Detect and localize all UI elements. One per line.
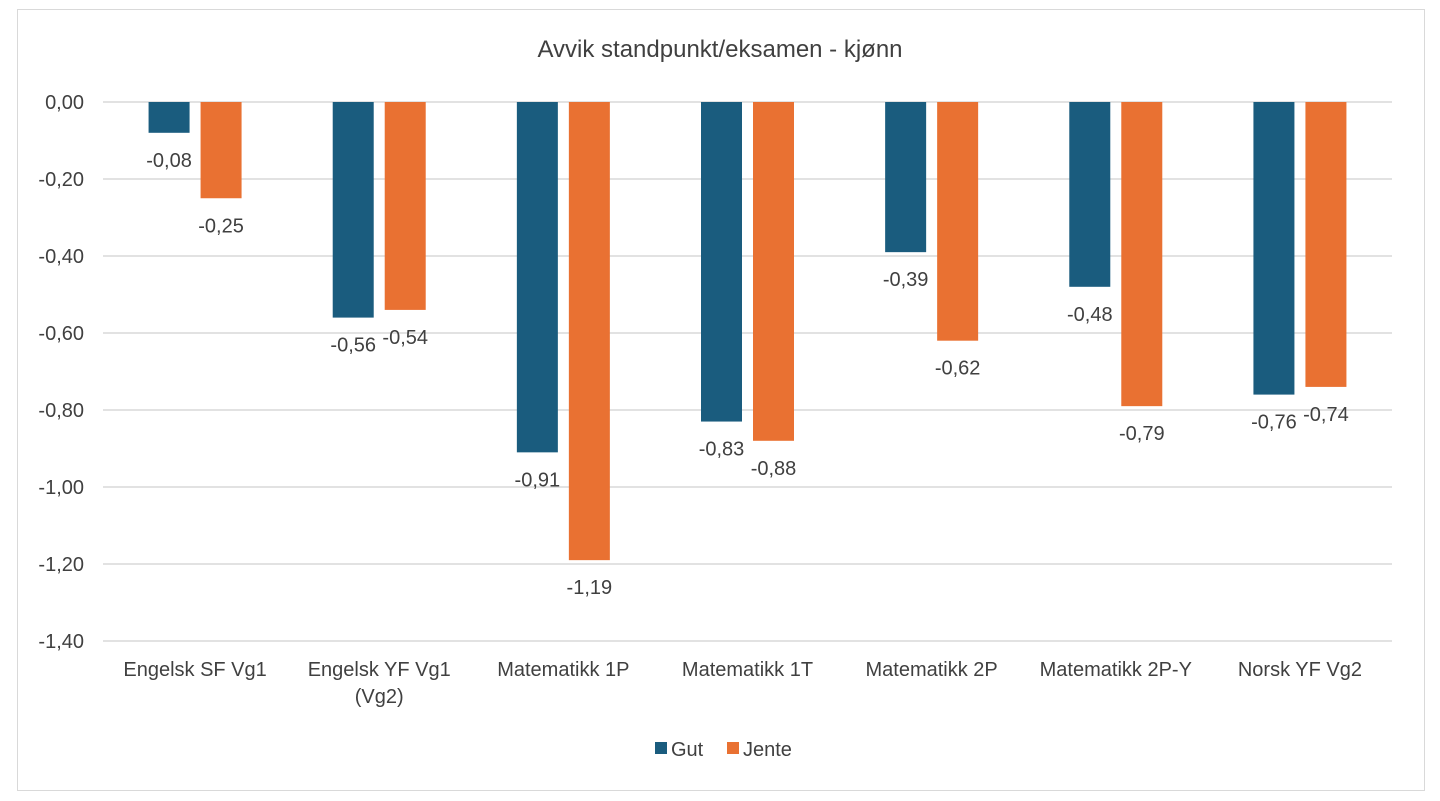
x-tick-label: Engelsk YF Vg1 (308, 659, 451, 681)
bar-jente (1121, 102, 1163, 407)
y-axis: 0,00 -0,20 -0,40 -0,60 -0,80 -1,00 -1,20 -1,40 (38, 92, 84, 653)
bar-gut (332, 102, 374, 318)
y-tick-label: -0,60 (38, 323, 84, 345)
y-tick-label: -0,80 (38, 400, 84, 422)
gridlines (103, 101, 1392, 642)
legend-swatch-gut (655, 742, 667, 754)
x-tick-label: Matematikk 2P-Y (1040, 659, 1192, 681)
legend-label: Gut (671, 739, 704, 761)
data-label: -0,25 (198, 215, 244, 237)
bar-jente (753, 102, 794, 441)
y-tick-label: 0,00 (45, 92, 84, 114)
x-tick-label: Matematikk 1T (682, 659, 813, 681)
bar-jente (568, 102, 610, 561)
y-tick-label: -1,00 (38, 477, 84, 499)
data-label: -0,56 (330, 335, 376, 357)
data-label: -0,83 (699, 439, 745, 461)
bar-jente (200, 102, 242, 199)
data-label: -0,79 (1119, 423, 1165, 445)
bar-gut (701, 102, 742, 422)
data-label: -0,08 (146, 150, 192, 172)
data-labels: -0,08 -0,25 -0,56 -0,54 -0,91 -1,19 -0,83 -0,88… (146, 150, 1348, 599)
bar-gut (1253, 102, 1295, 395)
data-label: -0,74 (1303, 404, 1349, 426)
bars (148, 102, 1347, 561)
data-label: -0,88 (751, 458, 797, 480)
y-tick-label: -0,20 (38, 169, 84, 191)
bar-gut (885, 102, 927, 253)
bar-jente (1305, 102, 1347, 387)
bar-gut (516, 102, 558, 453)
data-label: -0,62 (935, 358, 981, 380)
data-label: -0,39 (883, 269, 929, 291)
bar-jente (937, 102, 979, 341)
x-tick-label: Norsk YF Vg2 (1238, 659, 1362, 681)
data-label: -0,54 (382, 327, 428, 349)
bar-jente (384, 102, 426, 310)
legend-label: Jente (743, 739, 792, 761)
x-tick-label: Engelsk SF Vg1 (123, 659, 266, 681)
y-tick-label: -1,20 (38, 554, 84, 576)
bar-gut (1069, 102, 1111, 287)
data-label: -0,91 (515, 469, 561, 491)
bar-gut (148, 102, 190, 133)
x-axis: Engelsk SF Vg1 Engelsk YF Vg1 (Vg2) Matemat… (123, 659, 1362, 708)
legend-swatch-jente (727, 742, 739, 754)
y-tick-label: -0,40 (38, 246, 84, 268)
chart-title: Avvik standpunkt/eksamen - kjønn (537, 36, 902, 63)
x-tick-label: (Vg2) (355, 686, 404, 708)
data-label: -0,76 (1251, 412, 1297, 434)
x-tick-label: Matematikk 1P (497, 659, 629, 681)
x-tick-label: Matematikk 2P (866, 659, 998, 681)
data-label: -0,48 (1067, 304, 1113, 326)
legend: Gut Jente (655, 739, 792, 761)
y-tick-label: -1,40 (38, 631, 84, 653)
data-label: -1,19 (567, 577, 613, 599)
